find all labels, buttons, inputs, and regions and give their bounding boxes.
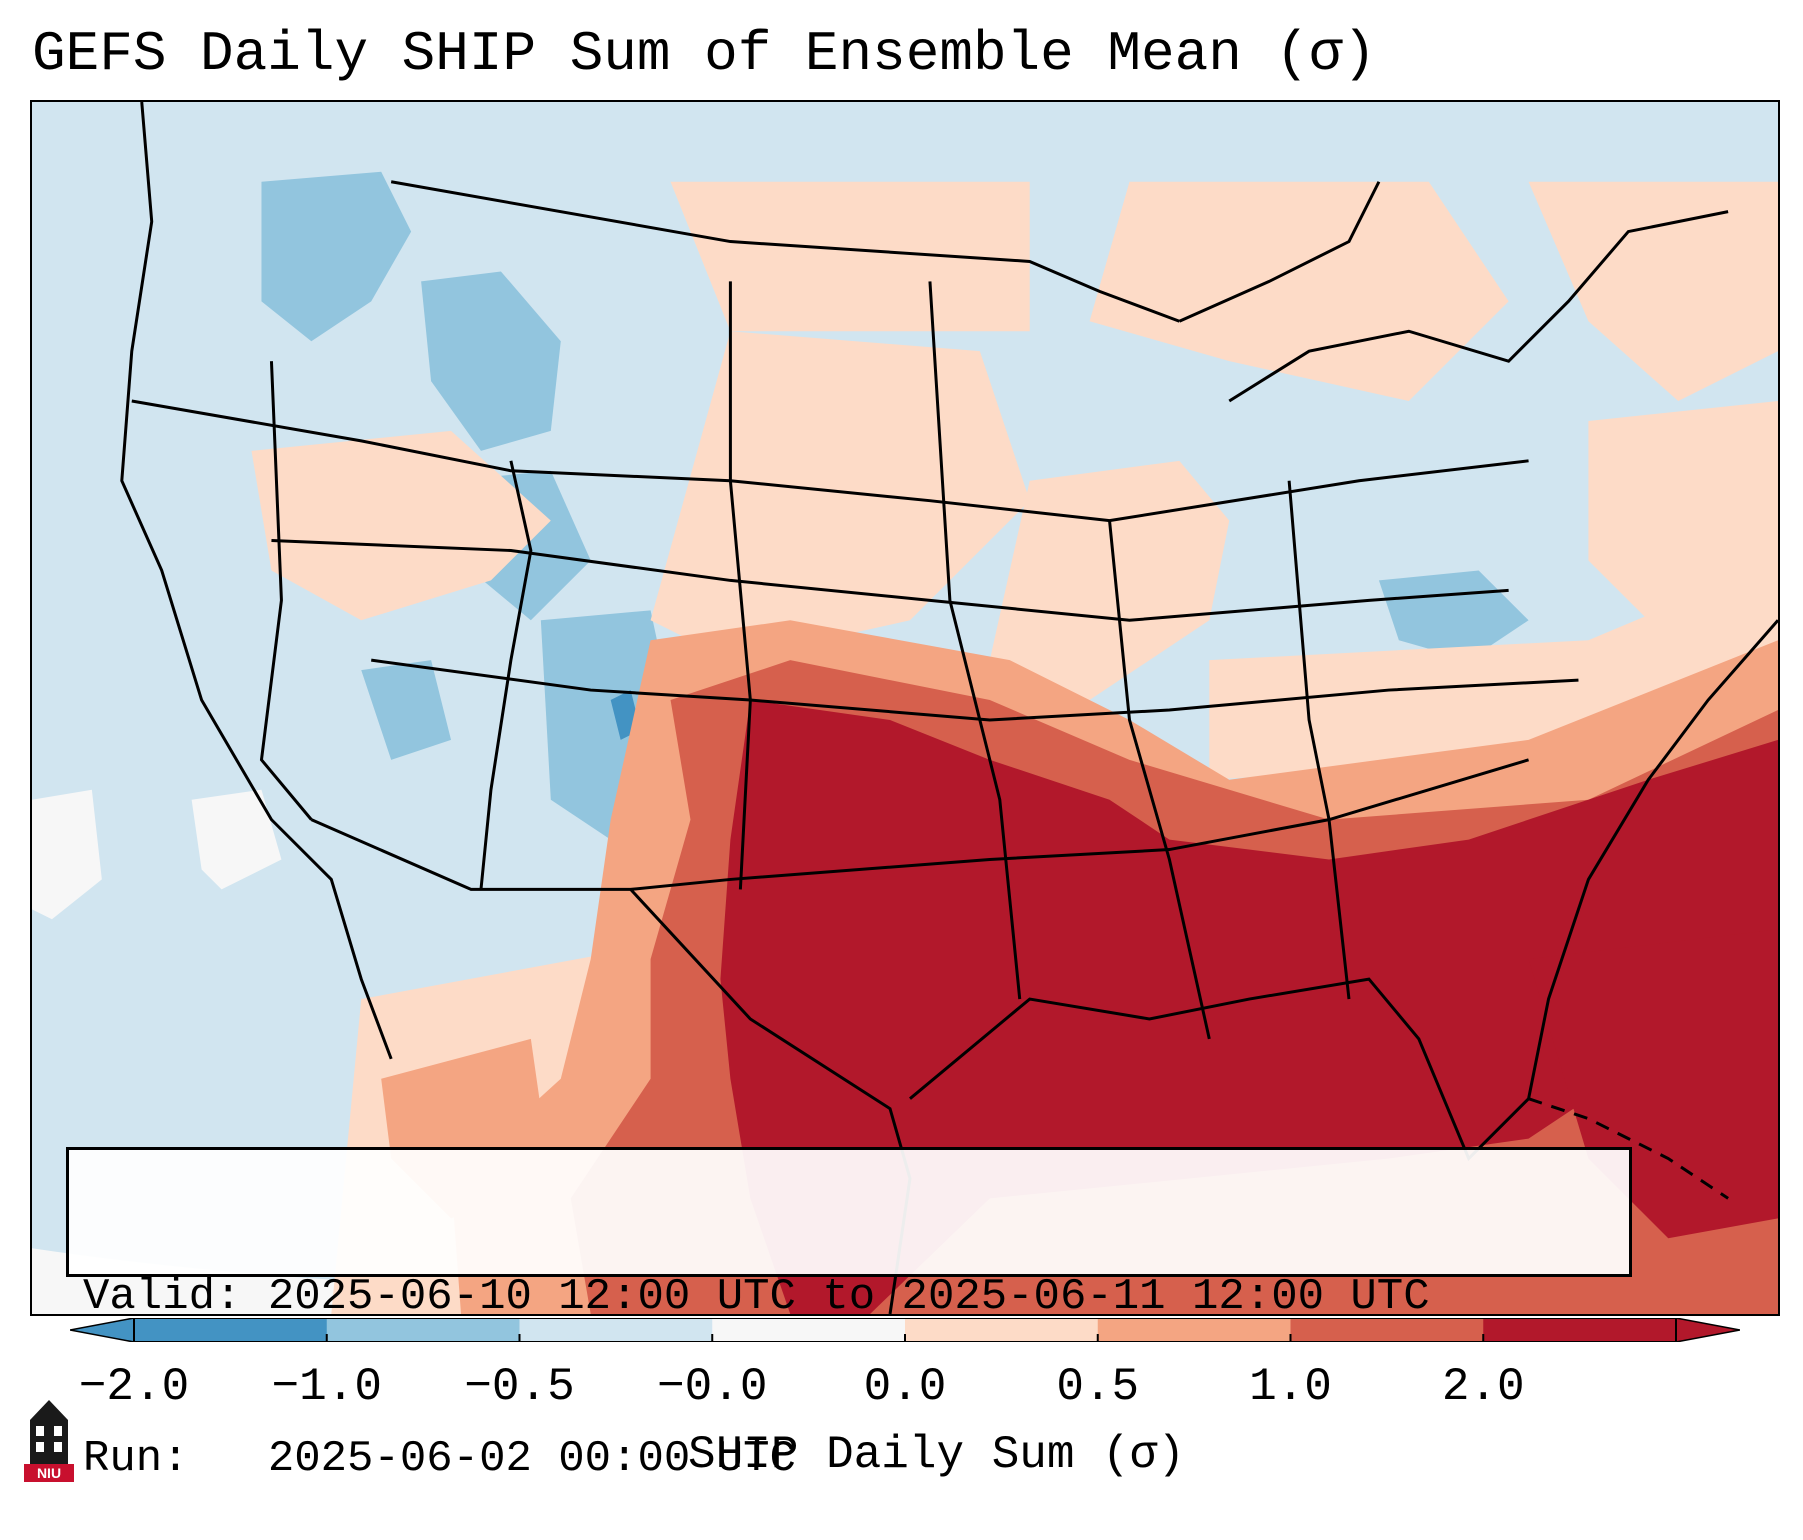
central-state-lines-2: [371, 658, 1579, 722]
colorbar-extend-high: [1675, 1318, 1740, 1342]
colorbar-segment: [519, 1318, 713, 1342]
colorbar-tick-label: −1.0: [271, 1361, 382, 1413]
great-lakes-outline: [1228, 210, 1729, 403]
colorbar-tick-label: −0.0: [657, 1361, 768, 1413]
colorbar-segment: [905, 1318, 1099, 1342]
colorbar-tick-label: 2.0: [1441, 1361, 1525, 1413]
run-time-line: Run: 2025-06-02 00:00 UTC: [83, 1434, 796, 1484]
colorbar-extend-low: [70, 1318, 135, 1342]
state-line-v6: [259, 361, 313, 821]
chart-title: GEFS Daily SHIP Sum of Ensemble Mean (σ): [32, 22, 1377, 86]
valid-time-line: Valid: 2025-06-10 12:00 UTC to 2025-06-1…: [83, 1272, 1430, 1322]
colorbar-tick-label: −0.5: [464, 1361, 575, 1413]
colorbar-segment: [1483, 1318, 1677, 1342]
central-state-lines-1: [271, 539, 1509, 622]
colorbar-outline: [133, 1318, 1677, 1342]
pacific-coastline: [120, 102, 393, 1060]
colorbar-segment: [134, 1318, 328, 1342]
state-line-v1: [479, 460, 533, 890]
colorbar-segment: [712, 1318, 906, 1342]
canada-border-east: [1178, 181, 1381, 323]
map-panel: [30, 100, 1780, 1316]
colorbar-segments: [70, 1318, 1740, 1342]
colorbar-tick-label: −2.0: [78, 1361, 190, 1413]
valid-run-info-box: Valid: 2025-06-10 12:00 UTC to 2025-06-1…: [66, 1147, 1632, 1484]
colorbar-label: SHIP Daily Sum (σ): [688, 1429, 1185, 1481]
state-line-v2: [728, 281, 752, 890]
caribbean-islands: [1528, 1097, 1729, 1200]
colorbar-tick-label: 0.0: [863, 1361, 947, 1413]
niu-logo-text: NIU: [37, 1465, 61, 1481]
ship-map: [32, 102, 1778, 1314]
canada-border-west: [390, 180, 1180, 323]
colorbar-segment: [1097, 1318, 1291, 1342]
colorbar-segment: [326, 1318, 520, 1342]
northern-state-lines: [131, 399, 1529, 523]
colorbar-segment: [1290, 1318, 1484, 1342]
niu-tower-icon: NIU: [24, 1400, 74, 1482]
southern-state-lines: [310, 758, 1530, 891]
colorbar-tick-label: 0.5: [1056, 1361, 1140, 1413]
state-line-v4: [1108, 520, 1211, 1040]
state-line-v3: [928, 281, 1022, 1000]
colorbar-tick-label: 1.0: [1249, 1361, 1332, 1413]
state-line-v5: [1287, 480, 1351, 1000]
colorbar: [70, 1318, 1740, 1342]
